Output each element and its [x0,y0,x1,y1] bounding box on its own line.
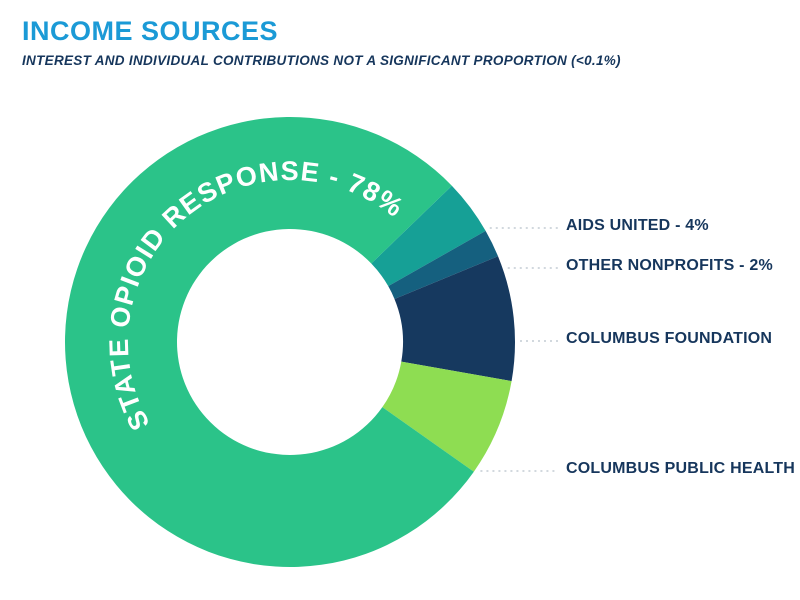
segment-label-other-nonprofits: OTHER NONPROFITS - 2% [566,257,773,274]
page-subtitle: INTEREST AND INDIVIDUAL CONTRIBUTIONS NO… [22,53,621,68]
page-title: INCOME SOURCES [22,16,279,46]
donut-segment-other-nonprofits [388,230,499,299]
segment-label-columbus-public-health: COLUMBUS PUBLIC HEALTH [566,460,795,477]
segment-label-aids-united: AIDS UNITED - 4% [566,217,709,234]
donut-segment-columbus-foundation [394,256,515,382]
donut-segment-columbus-public-health [382,361,512,472]
chart-header: INCOME SOURCES INTEREST AND INDIVIDUAL C… [22,16,621,68]
donut-segment-state-opioid-response [65,117,474,568]
segment-label-columbus-foundation: COLUMBUS FOUNDATION [566,330,773,347]
donut-segment-aids-united [371,185,486,287]
